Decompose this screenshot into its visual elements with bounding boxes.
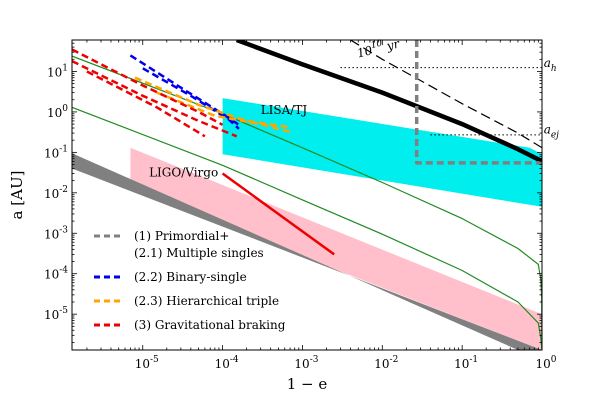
grey-primordial xyxy=(414,40,542,165)
label-1e10yr: 1010 yr xyxy=(355,34,402,60)
label-a-h: ah xyxy=(544,56,557,74)
red-grav-braking-solid xyxy=(221,172,335,256)
green-curve-2 xyxy=(72,106,542,350)
x-tick-label: 10-5 xyxy=(135,355,159,371)
red-grav-braking-2 xyxy=(72,59,238,138)
y-axis-label: a [AU] xyxy=(8,171,26,220)
y-tick-label: 101 xyxy=(47,63,68,79)
legend-grav-braking-label: (3) Gravitational braking xyxy=(134,318,286,332)
green-curve-1 xyxy=(72,55,542,350)
y-tick-label: 10-3 xyxy=(44,225,68,241)
axes-frame xyxy=(71,39,543,351)
y-tick-label: 10-2 xyxy=(44,185,68,201)
annotations: LISA/TJ LIGO/Virgo 1010 yr ah aej xyxy=(149,34,559,180)
x-axis-label: 1 − e xyxy=(287,375,328,393)
orange-hierarchical-2 xyxy=(156,91,291,134)
region-lisa-tj xyxy=(222,98,542,207)
y-tick-label: 10-5 xyxy=(44,306,68,322)
black-dashed-1e10yr xyxy=(350,40,542,149)
legend-hierarchical-label: (2.3) Hierarchical triple xyxy=(134,294,279,308)
legend-primordial-label: (2.1) Multiple singles xyxy=(134,246,264,260)
red-grav-braking-1 xyxy=(72,48,224,126)
y-tick-label: 10-4 xyxy=(44,266,68,282)
x-tick-label: 100 xyxy=(535,355,556,371)
y-tick-label: 100 xyxy=(47,104,68,120)
legend-binary-single-label: (2.2) Binary-single xyxy=(134,270,247,284)
x-tick-label: 10-2 xyxy=(374,355,398,371)
black-thick-a-h xyxy=(235,40,542,164)
label-ligo-virgo: LIGO/Virgo xyxy=(149,166,218,180)
tick-labels: 10-5 10-4 10-3 10-2 10-1 100 10-5 10-4 10-3 10-2 1… xyxy=(44,63,557,371)
legend: (1) Primordial+ (2.1) Multiple singles (2.… xyxy=(94,229,286,332)
plot-area xyxy=(72,40,542,350)
x-tick-label: 10-4 xyxy=(215,355,239,371)
y-tick-label: 10-1 xyxy=(44,144,68,160)
label-a-ej: aej xyxy=(544,123,559,141)
x-tick-label: 10-1 xyxy=(454,355,478,371)
red-grav-braking-3 xyxy=(86,70,206,138)
orange-hierarchical-1 xyxy=(134,76,291,129)
legend-primordial-label: (1) Primordial+ xyxy=(134,229,229,243)
x-tick-label: 10-3 xyxy=(294,355,318,371)
label-lisa-tj: LISA/TJ xyxy=(261,103,308,117)
region-ligo-virgo xyxy=(130,147,542,350)
